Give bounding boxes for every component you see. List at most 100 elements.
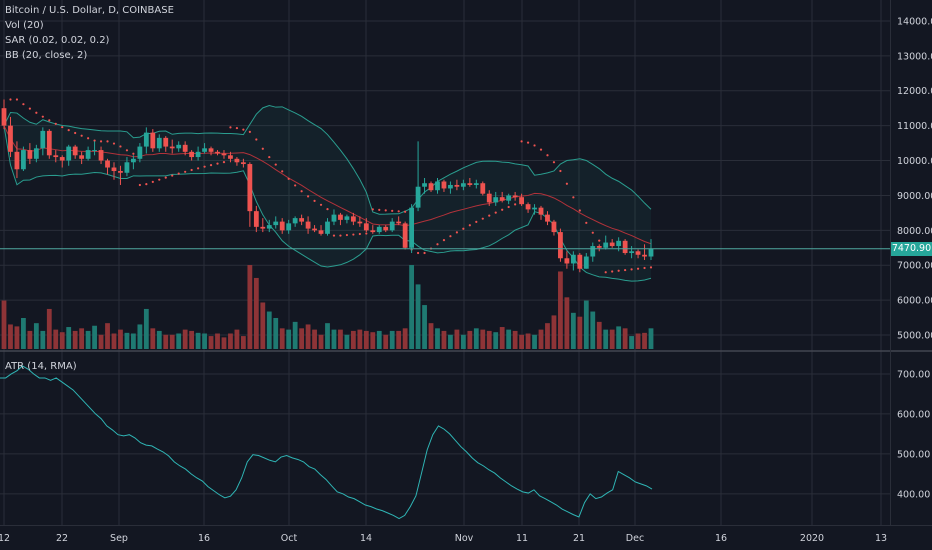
- sar-dot: [436, 243, 439, 246]
- last-price-tag: 7470.90: [891, 241, 932, 256]
- sar-dot: [99, 140, 103, 143]
- sar-dot: [112, 142, 116, 145]
- volume-bar: [525, 333, 531, 349]
- volume-bar: [156, 330, 162, 349]
- candle-body: [299, 218, 305, 222]
- atr-series-line: [0, 365, 653, 520]
- candle-body: [415, 186, 421, 208]
- candle-body: [396, 221, 402, 224]
- volume-bar: [499, 327, 505, 349]
- time-tick-label: 14: [360, 533, 372, 544]
- sar-dot: [397, 210, 400, 213]
- candle-body: [221, 153, 227, 156]
- sar-dot: [171, 174, 174, 177]
- time-tick-label: 12: [0, 533, 10, 544]
- volume-bar: [234, 329, 240, 349]
- volume-bar: [98, 334, 104, 349]
- sar-dot: [488, 214, 491, 217]
- price-axis-labels[interactable]: 14000.00 13000.00 12000.00 11000.00 10000.00…: [897, 16, 932, 341]
- sar-dot: [449, 235, 452, 238]
- time-tick-label: Oct: [281, 533, 298, 544]
- main-legend[interactable]: Bitcoin / U.S. Dollar, D, COINBASE Vol (…: [5, 3, 174, 63]
- atr-tick-label: 600.00: [897, 409, 930, 420]
- volume-bar: [105, 323, 110, 349]
- sar-dot: [190, 168, 193, 172]
- candle-body: [189, 151, 195, 158]
- candle-body: [648, 248, 654, 257]
- sar-dot: [74, 131, 77, 135]
- volume-bar: [486, 330, 492, 349]
- atr-legend[interactable]: ATR (14, RMA): [5, 361, 77, 372]
- atr-line: [0, 365, 653, 520]
- sar-dot: [526, 141, 530, 144]
- candle-body: [564, 258, 570, 264]
- volume-bar: [629, 336, 634, 349]
- sar-dot: [404, 210, 407, 213]
- volume-bar: [312, 329, 317, 349]
- sar-dot: [494, 211, 497, 214]
- candle-body: [105, 160, 110, 168]
- candle-body: [8, 125, 13, 152]
- volume-bar: [292, 321, 298, 349]
- candle-body: [590, 246, 596, 257]
- sar-dot: [313, 199, 316, 202]
- atr-tick-label: 400.00: [897, 489, 930, 500]
- candle-body: [312, 228, 317, 231]
- sar-dot: [371, 208, 374, 211]
- candle-body: [629, 251, 634, 254]
- bollinger-basis: [3, 125, 652, 245]
- sar-dot: [22, 103, 25, 106]
- candle-body: [409, 207, 415, 248]
- volume-bar: [40, 330, 46, 349]
- sar-dot: [565, 182, 568, 185]
- sar-dot: [132, 152, 135, 155]
- volume-bar: [286, 329, 292, 349]
- sar-dot: [507, 205, 510, 209]
- candle-body: [143, 132, 149, 147]
- time-axis-labels[interactable]: 12 22 Sep 16 Oct 14 Nov 11 21 Dec 16 2020 13: [0, 533, 887, 544]
- volume-bar: [21, 317, 26, 349]
- volume-bar: [389, 330, 395, 349]
- candle-body: [596, 246, 602, 248]
- time-tick-label: 13: [875, 533, 887, 544]
- sar-dot: [229, 126, 232, 129]
- volume-bar: [376, 330, 382, 349]
- volume-bar: [1, 300, 7, 349]
- price-tick-label: 13000.00: [897, 51, 932, 62]
- time-tick-label: Dec: [626, 533, 644, 544]
- volume-bar: [338, 329, 343, 349]
- candle-body: [441, 181, 447, 189]
- volume-bar: [169, 334, 175, 349]
- sar-dot: [617, 269, 620, 272]
- candle-body: [1, 108, 7, 126]
- volume-bar: [325, 323, 330, 349]
- price-tick-label: 7000.00: [897, 261, 932, 272]
- price-tick-label: 9000.00: [897, 191, 932, 202]
- price-tick-label: 11000.00: [897, 121, 932, 132]
- sar-dot: [197, 167, 200, 170]
- sar-dot: [345, 233, 349, 237]
- sar-dot: [268, 155, 271, 159]
- bollinger-legend[interactable]: BB (20, close, 2): [5, 50, 88, 61]
- sar-dot: [48, 119, 51, 122]
- sar-dot: [80, 134, 83, 137]
- symbol-title[interactable]: Bitcoin / U.S. Dollar, D, COINBASE: [5, 5, 174, 16]
- sar-dot: [28, 107, 31, 110]
- volume-bar: [493, 332, 499, 349]
- candle-body: [292, 218, 298, 224]
- volume-legend[interactable]: Vol (20): [5, 20, 44, 31]
- sar-dot: [300, 190, 303, 193]
- sar-legend[interactable]: SAR (0.02, 0.02, 0.2): [5, 35, 110, 46]
- parabolic-sar-dots: [9, 98, 653, 274]
- volume-bar: [551, 315, 557, 349]
- candle-body: [208, 148, 214, 152]
- sar-dot: [624, 268, 627, 272]
- atr-axis-labels[interactable]: 700.00 600.00 500.00 400.00: [897, 369, 930, 500]
- candle-body: [124, 162, 130, 173]
- candle-body: [428, 183, 434, 191]
- candle-body: [195, 151, 201, 158]
- candle-body: [570, 254, 576, 264]
- candle-body: [376, 226, 382, 233]
